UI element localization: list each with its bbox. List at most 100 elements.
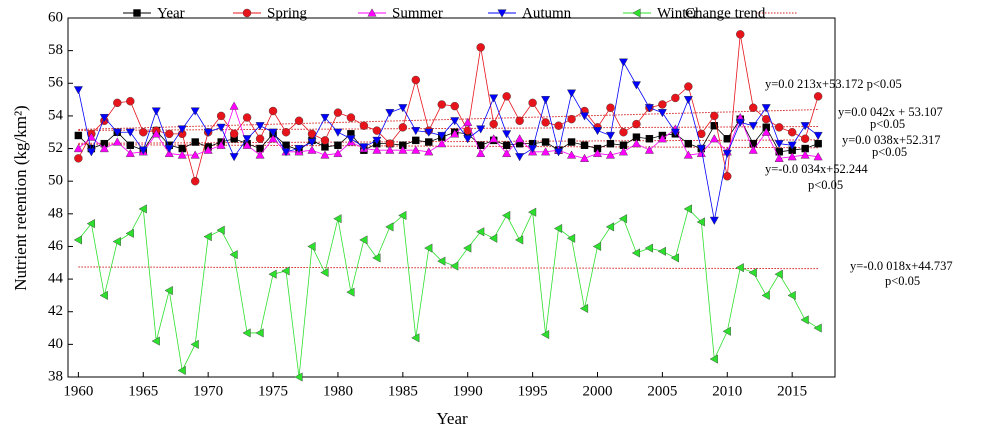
data-point bbox=[567, 150, 577, 159]
data-point bbox=[359, 121, 369, 130]
data-point bbox=[579, 303, 589, 314]
data-point bbox=[359, 143, 369, 152]
data-point bbox=[463, 135, 473, 144]
data-point bbox=[631, 81, 641, 90]
data-point bbox=[385, 109, 395, 118]
data-point bbox=[476, 125, 486, 134]
data-point bbox=[73, 235, 82, 245]
data-point bbox=[424, 147, 434, 156]
data-point bbox=[281, 148, 291, 157]
series-line bbox=[78, 207, 819, 378]
data-point bbox=[255, 328, 264, 338]
data-point bbox=[307, 241, 316, 251]
data-point bbox=[722, 326, 731, 336]
data-point bbox=[515, 153, 525, 162]
data-point bbox=[333, 108, 343, 117]
legend-label: Spring bbox=[267, 5, 308, 21]
data-point bbox=[164, 285, 173, 296]
x-tick-label: 1995 bbox=[518, 383, 548, 399]
data-point bbox=[437, 131, 447, 141]
data-point bbox=[320, 268, 329, 278]
trend-line bbox=[78, 109, 819, 130]
data-point bbox=[605, 222, 615, 232]
y-tick-label: 52 bbox=[48, 140, 63, 156]
data-point bbox=[813, 152, 823, 161]
data-point bbox=[813, 131, 823, 141]
data-point bbox=[735, 263, 744, 273]
data-point bbox=[242, 113, 252, 122]
data-point bbox=[579, 153, 590, 162]
data-point bbox=[774, 123, 784, 132]
data-point bbox=[631, 139, 641, 148]
data-point bbox=[579, 112, 590, 121]
data-point bbox=[294, 116, 304, 126]
data-point bbox=[567, 89, 577, 98]
data-point bbox=[398, 210, 407, 220]
y-tick-label: 40 bbox=[48, 336, 63, 352]
data-point bbox=[385, 222, 394, 232]
plot-frame bbox=[67, 17, 836, 378]
data-point bbox=[489, 134, 499, 143]
data-point bbox=[709, 216, 719, 225]
y-tick-label: 38 bbox=[48, 368, 63, 384]
legend-marker bbox=[242, 8, 252, 18]
trend-label: p<0.05 bbox=[872, 145, 907, 159]
data-point bbox=[294, 144, 304, 154]
data-point bbox=[814, 139, 822, 148]
trend-line bbox=[78, 144, 819, 149]
y-tick-label: 54 bbox=[48, 107, 64, 123]
data-point bbox=[657, 109, 667, 118]
data-point bbox=[709, 134, 719, 143]
data-point bbox=[268, 269, 277, 279]
data-point bbox=[411, 75, 421, 85]
data-point bbox=[735, 118, 745, 128]
y-tick-label: 44 bbox=[48, 271, 64, 287]
data-point bbox=[800, 122, 810, 131]
data-point bbox=[683, 96, 693, 105]
data-point bbox=[489, 233, 498, 243]
data-point bbox=[592, 148, 603, 158]
data-point bbox=[190, 107, 200, 116]
data-point bbox=[333, 128, 343, 137]
data-point bbox=[787, 128, 797, 137]
data-point bbox=[203, 128, 213, 137]
data-point bbox=[191, 138, 199, 146]
data-point bbox=[541, 96, 551, 105]
data-point bbox=[334, 141, 342, 149]
data-point bbox=[540, 330, 550, 340]
data-point bbox=[800, 150, 810, 159]
data-point bbox=[592, 127, 603, 136]
data-point bbox=[126, 141, 134, 149]
data-point bbox=[450, 101, 459, 111]
data-point bbox=[450, 129, 460, 138]
data-point bbox=[502, 92, 511, 101]
trend-label: p<0.05 bbox=[870, 117, 905, 131]
data-point bbox=[476, 148, 486, 158]
series-line bbox=[78, 118, 819, 153]
data-point bbox=[125, 148, 135, 158]
x-tick-label: 1980 bbox=[323, 383, 353, 399]
data-point bbox=[281, 266, 290, 276]
data-point bbox=[502, 130, 512, 139]
data-point bbox=[736, 30, 745, 39]
data-point bbox=[113, 98, 122, 108]
data-point bbox=[670, 128, 680, 137]
data-point bbox=[567, 138, 576, 146]
data-point bbox=[657, 246, 666, 256]
data-point bbox=[190, 150, 200, 159]
data-point bbox=[606, 139, 615, 148]
data-point bbox=[411, 145, 421, 154]
data-point bbox=[255, 134, 265, 143]
data-point bbox=[605, 150, 616, 159]
data-point bbox=[696, 144, 706, 154]
y-tick-label: 48 bbox=[48, 205, 63, 221]
legend-marker bbox=[497, 9, 507, 18]
data-point bbox=[761, 127, 771, 136]
data-point bbox=[307, 145, 317, 154]
data-point bbox=[112, 128, 122, 137]
x-tick-label: 1985 bbox=[388, 383, 418, 399]
data-point bbox=[190, 339, 199, 349]
data-point bbox=[502, 141, 511, 149]
y-tick-label: 56 bbox=[48, 75, 64, 91]
